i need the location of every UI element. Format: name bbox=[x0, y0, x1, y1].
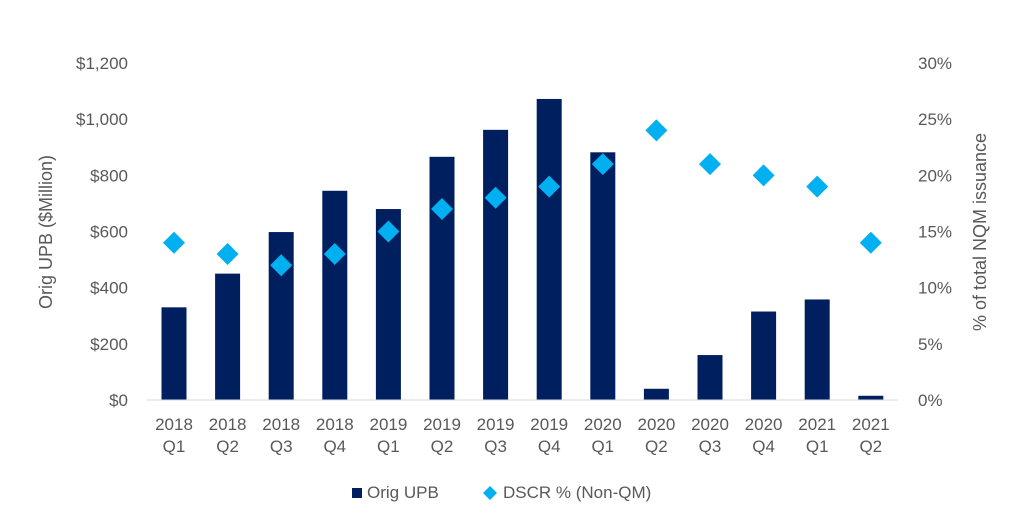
bar-orig-upb bbox=[643, 388, 669, 400]
y2-tick-label: 25% bbox=[918, 110, 952, 129]
x-tick-label-quarter: Q3 bbox=[484, 437, 507, 456]
y-tick-label: $1,000 bbox=[76, 110, 128, 129]
x-tick-label-quarter: Q2 bbox=[431, 437, 454, 456]
legend-label-orig-upb: Orig UPB bbox=[367, 483, 439, 502]
bar-orig-upb bbox=[697, 355, 723, 400]
y2-tick-label: 10% bbox=[918, 279, 952, 298]
x-tick-label-quarter: Q4 bbox=[752, 437, 775, 456]
marker-dscr bbox=[216, 242, 239, 265]
marker-dscr bbox=[377, 220, 400, 243]
bar-orig-upb bbox=[751, 311, 777, 400]
y2-tick-label: 5% bbox=[918, 335, 943, 354]
marker-dscr bbox=[752, 164, 775, 187]
x-tick-label-year: 2020 bbox=[745, 415, 783, 434]
marker-dscr bbox=[859, 231, 882, 254]
x-tick-label-quarter: Q2 bbox=[645, 437, 668, 456]
legend: Orig UPB DSCR % (Non-QM) bbox=[352, 483, 651, 502]
x-tick-label-year: 2018 bbox=[316, 415, 354, 434]
x-tick-label-year: 2020 bbox=[637, 415, 675, 434]
x-tick-label-quarter: Q1 bbox=[377, 437, 400, 456]
y2-tick-label: 20% bbox=[918, 166, 952, 185]
x-tick-label-year: 2019 bbox=[369, 415, 407, 434]
y2-tick-label: 0% bbox=[918, 391, 943, 410]
x-tick-label-quarter: Q1 bbox=[806, 437, 829, 456]
bar-orig-upb bbox=[322, 190, 348, 400]
legend-swatch-dscr bbox=[483, 486, 497, 500]
x-tick-label-quarter: Q1 bbox=[591, 437, 614, 456]
y-tick-label: $1,200 bbox=[76, 54, 128, 73]
x-tick-label-quarter: Q3 bbox=[699, 437, 722, 456]
x-tick-label-year: 2019 bbox=[423, 415, 461, 434]
y-tick-label: $200 bbox=[90, 335, 128, 354]
x-tick-label-year: 2019 bbox=[530, 415, 568, 434]
x-tick-label-quarter: Q3 bbox=[270, 437, 293, 456]
y-tick-label: $400 bbox=[90, 279, 128, 298]
bar-orig-upb bbox=[429, 156, 455, 400]
x-tick-label-year: 2018 bbox=[155, 415, 193, 434]
y-tick-label: $600 bbox=[90, 223, 128, 242]
legend-label-dscr: DSCR % (Non-QM) bbox=[503, 483, 651, 502]
x-tick-label-quarter: Q4 bbox=[538, 437, 561, 456]
marker-dscr bbox=[484, 186, 507, 209]
y-tick-label: $0 bbox=[109, 391, 128, 410]
x-tick-label-year: 2020 bbox=[691, 415, 729, 434]
bar-orig-upb bbox=[590, 152, 616, 400]
bar-orig-upb bbox=[536, 98, 562, 401]
marker-dscr bbox=[591, 153, 614, 176]
bar-orig-upb bbox=[804, 299, 830, 400]
x-tick-label-quarter: Q1 bbox=[163, 437, 186, 456]
marker-dscr bbox=[323, 242, 346, 265]
x-tick-label-quarter: Q2 bbox=[859, 437, 882, 456]
bar-orig-upb bbox=[858, 395, 884, 400]
marker-dscr bbox=[163, 231, 185, 254]
marker-dscr bbox=[645, 119, 668, 142]
x-tick-label-year: 2020 bbox=[584, 415, 622, 434]
bar-orig-upb bbox=[483, 129, 509, 401]
x-tick-label-quarter: Q2 bbox=[216, 437, 239, 456]
bar-orig-upb bbox=[215, 273, 241, 400]
x-tick-label-year: 2021 bbox=[852, 415, 890, 434]
y2-tick-label: 15% bbox=[918, 223, 952, 242]
x-tick-label-quarter: Q4 bbox=[323, 437, 346, 456]
x-tick-label-year: 2018 bbox=[209, 415, 247, 434]
marker-dscr bbox=[270, 254, 293, 277]
marker-dscr bbox=[806, 175, 829, 198]
y-axis-label: Orig UPB ($Million) bbox=[36, 155, 56, 309]
marker-dscr bbox=[431, 198, 453, 221]
marker-dscr bbox=[699, 153, 721, 176]
x-tick-label-year: 2021 bbox=[798, 415, 836, 434]
x-tick-label-year: 2019 bbox=[477, 415, 515, 434]
y2-axis-label: % of total NQM issuance bbox=[970, 133, 990, 331]
y2-tick-label: 30% bbox=[918, 54, 952, 73]
bar-orig-upb bbox=[161, 307, 187, 400]
y-tick-label: $800 bbox=[90, 166, 128, 185]
x-tick-label-year: 2018 bbox=[262, 415, 300, 434]
legend-swatch-orig-upb bbox=[352, 488, 362, 498]
marker-dscr bbox=[538, 175, 561, 198]
